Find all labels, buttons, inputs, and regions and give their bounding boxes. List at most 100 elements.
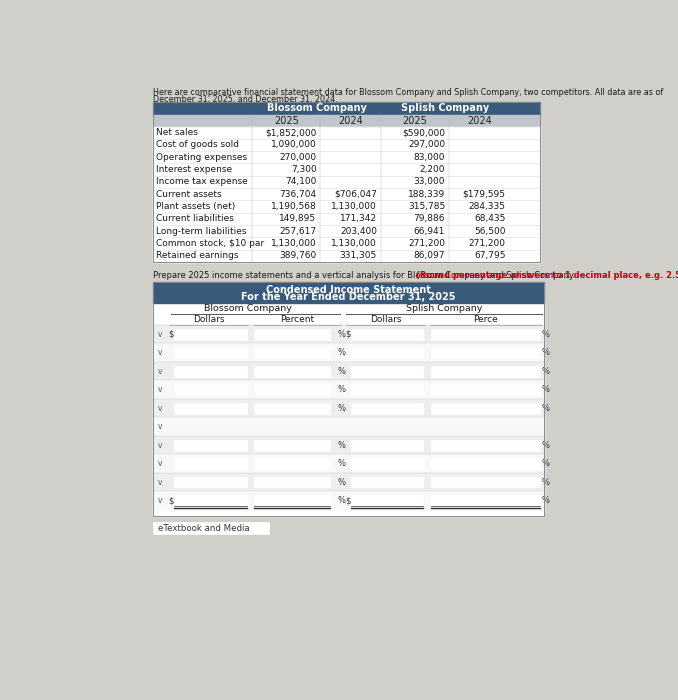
Bar	[153, 491, 544, 510]
Text: %: %	[338, 367, 345, 376]
Bar	[153, 102, 540, 262]
Text: Common stock, $10 par: Common stock, $10 par	[156, 239, 264, 248]
Text: Operating expenses: Operating expenses	[156, 153, 247, 162]
Bar	[153, 344, 544, 362]
Bar	[153, 250, 540, 262]
Bar	[254, 402, 330, 414]
Bar	[431, 440, 540, 451]
Text: %: %	[338, 330, 345, 339]
Text: Here are comparative financial statement data for Blossom Company and Splish Com: Here are comparative financial statement…	[153, 88, 663, 97]
Text: Current liabilities: Current liabilities	[156, 214, 234, 223]
Bar	[351, 402, 424, 414]
Text: v: v	[158, 496, 162, 505]
Bar	[351, 477, 424, 487]
Text: $: $	[168, 496, 174, 505]
Bar	[431, 384, 540, 395]
Bar	[351, 495, 424, 506]
Bar	[174, 440, 247, 451]
Bar	[153, 126, 540, 139]
Text: Dollars: Dollars	[370, 315, 401, 324]
Bar	[174, 366, 247, 377]
Text: eTextbook and Media: eTextbook and Media	[157, 524, 250, 533]
Bar	[254, 458, 330, 469]
Text: Splish Company: Splish Company	[405, 304, 482, 314]
Bar	[153, 151, 540, 163]
Bar	[351, 347, 424, 358]
Bar	[431, 366, 540, 377]
Bar	[153, 436, 544, 454]
Bar	[153, 362, 544, 381]
Bar	[153, 213, 540, 225]
Bar	[431, 477, 540, 487]
Text: v: v	[158, 330, 162, 339]
Text: 271,200: 271,200	[408, 239, 445, 248]
Text: Income tax expense: Income tax expense	[156, 177, 247, 186]
Bar	[174, 477, 247, 487]
Bar	[351, 440, 424, 451]
Text: $1,852,000: $1,852,000	[265, 128, 317, 137]
Text: %: %	[542, 477, 550, 486]
Bar	[431, 329, 540, 340]
Text: Net sales: Net sales	[156, 128, 198, 137]
Text: $: $	[345, 496, 351, 505]
Text: 1,130,000: 1,130,000	[271, 239, 317, 248]
Text: v: v	[158, 385, 162, 394]
Text: 257,617: 257,617	[279, 227, 317, 236]
Text: 297,000: 297,000	[408, 140, 445, 149]
Text: Interest expense: Interest expense	[156, 165, 232, 174]
Text: $179,595: $179,595	[462, 190, 506, 199]
Text: 149,895: 149,895	[279, 214, 317, 223]
Bar	[153, 417, 544, 436]
Text: v: v	[158, 367, 162, 376]
Text: %: %	[338, 385, 345, 394]
Text: 2025: 2025	[403, 116, 427, 125]
Text: 389,760: 389,760	[279, 251, 317, 260]
Text: 33,000: 33,000	[414, 177, 445, 186]
Text: 56,500: 56,500	[474, 227, 506, 236]
Bar	[153, 282, 544, 304]
Text: 1,090,000: 1,090,000	[271, 140, 317, 149]
Text: v: v	[158, 422, 162, 431]
Bar	[174, 402, 247, 414]
Text: %: %	[338, 440, 345, 449]
Bar	[254, 366, 330, 377]
Bar	[153, 325, 544, 344]
Text: 284,335: 284,335	[468, 202, 506, 211]
Text: v: v	[158, 440, 162, 449]
Bar	[254, 440, 330, 451]
Text: Perce: Perce	[473, 315, 498, 324]
Text: 74,100: 74,100	[285, 177, 317, 186]
Text: v: v	[158, 459, 162, 468]
Text: Percent: Percent	[280, 315, 314, 324]
Text: Condensed Income Statement: Condensed Income Statement	[266, 285, 431, 295]
Text: For the Year Ended December 31, 2025: For the Year Ended December 31, 2025	[241, 291, 456, 302]
Text: 271,200: 271,200	[468, 239, 506, 248]
Bar	[351, 366, 424, 377]
Bar	[153, 282, 544, 516]
Bar	[351, 329, 424, 340]
Bar	[153, 188, 540, 200]
Text: 188,339: 188,339	[408, 190, 445, 199]
Text: 83,000: 83,000	[414, 153, 445, 162]
Bar	[153, 454, 544, 473]
Bar	[174, 384, 247, 395]
Text: 2,200: 2,200	[420, 165, 445, 174]
Text: 736,704: 736,704	[279, 190, 317, 199]
Bar	[254, 495, 330, 506]
Bar	[431, 458, 540, 469]
Bar	[153, 237, 540, 250]
Text: Prepare 2025 income statements and a vertical analysis for Blossom Company and S: Prepare 2025 income statements and a ver…	[153, 271, 576, 280]
Text: %: %	[338, 496, 345, 505]
Text: v: v	[158, 348, 162, 357]
Text: Plant assets (net): Plant assets (net)	[156, 202, 235, 211]
Text: %: %	[542, 348, 550, 357]
Bar	[254, 384, 330, 395]
Bar	[153, 381, 544, 399]
Text: %: %	[542, 330, 550, 339]
Text: 171,342: 171,342	[340, 214, 377, 223]
Bar	[431, 402, 540, 414]
Bar	[153, 102, 540, 115]
Text: $590,000: $590,000	[402, 128, 445, 137]
Text: %: %	[542, 367, 550, 376]
Text: 66,941: 66,941	[414, 227, 445, 236]
